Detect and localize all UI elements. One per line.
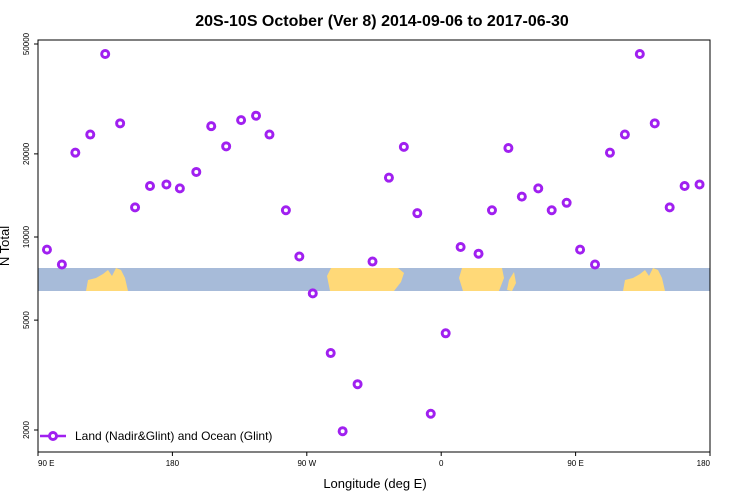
data-point xyxy=(206,121,217,132)
y-tick-label: 5000 xyxy=(22,311,31,329)
data-point xyxy=(398,141,409,152)
data-point xyxy=(191,166,202,177)
data-point xyxy=(533,183,544,194)
data-point xyxy=(412,208,423,219)
data-point xyxy=(575,244,586,255)
data-point xyxy=(604,147,615,158)
legend-label: Land (Nadir&Glint) and Ocean (Glint) xyxy=(75,429,272,443)
data-point xyxy=(634,48,645,59)
data-point xyxy=(425,408,436,419)
data-point xyxy=(307,288,318,299)
x-axis-label: Longitude (deg E) xyxy=(323,476,426,491)
data-point xyxy=(649,118,660,129)
land-south-america xyxy=(327,268,404,291)
data-point xyxy=(251,110,262,121)
data-point xyxy=(100,48,111,59)
x-tick-label: 90 E xyxy=(567,459,583,468)
data-point xyxy=(455,241,466,252)
data-point xyxy=(383,172,394,183)
data-point xyxy=(516,191,527,202)
legend: Land (Nadir&Glint) and Ocean (Glint) xyxy=(40,429,272,443)
data-point xyxy=(280,205,291,216)
x-tick-label: 0 xyxy=(439,459,444,468)
x-tick-label: 90 W xyxy=(297,459,316,468)
map-strip xyxy=(38,268,710,291)
land-africa xyxy=(459,268,504,291)
x-tick-label: 180 xyxy=(166,459,180,468)
data-point xyxy=(221,141,232,152)
x-tick-label: 180 xyxy=(697,459,711,468)
land-australia-1 xyxy=(86,268,128,291)
legend-marker-icon xyxy=(48,431,58,441)
data-point xyxy=(294,251,305,262)
data-point xyxy=(337,426,348,437)
data-point xyxy=(56,259,67,270)
data-point xyxy=(473,248,484,259)
data-point xyxy=(70,147,81,158)
data-point xyxy=(130,202,141,213)
data-point xyxy=(590,259,601,270)
data-points xyxy=(41,48,705,437)
data-point xyxy=(325,348,336,359)
data-point xyxy=(236,115,247,126)
land-madagascar xyxy=(507,272,516,291)
data-point xyxy=(694,179,705,190)
data-point xyxy=(145,181,155,192)
data-point xyxy=(41,244,52,255)
y-tick-label: 50000 xyxy=(22,32,31,55)
data-point xyxy=(174,183,185,194)
data-point xyxy=(440,328,451,339)
data-point xyxy=(664,202,675,213)
data-point xyxy=(679,181,690,192)
y-tick-label: 10000 xyxy=(22,225,31,248)
data-point xyxy=(546,205,557,216)
data-point xyxy=(85,129,96,140)
data-point xyxy=(367,256,378,267)
y-axis: 2000 5000 10000 20000 50000 xyxy=(22,32,38,439)
y-tick-label: 2000 xyxy=(22,421,31,439)
data-point xyxy=(115,118,126,129)
y-tick-label: 20000 xyxy=(22,142,31,165)
data-point xyxy=(486,205,497,216)
x-axis: 90 E 180 90 W 0 90 E 180 xyxy=(37,452,711,468)
x-tick-label: 90 E xyxy=(38,459,54,468)
y-axis-label: N Total xyxy=(0,226,12,266)
land-australia-2 xyxy=(623,268,665,291)
data-point xyxy=(619,129,630,140)
data-point xyxy=(503,143,514,154)
data-point xyxy=(264,129,275,140)
plot-frame xyxy=(37,39,711,453)
data-point xyxy=(161,179,172,190)
data-point xyxy=(352,379,363,390)
data-point xyxy=(561,197,572,208)
chart-title: 20S-10S October (Ver 8) 2014-09-06 to 20… xyxy=(195,13,569,30)
